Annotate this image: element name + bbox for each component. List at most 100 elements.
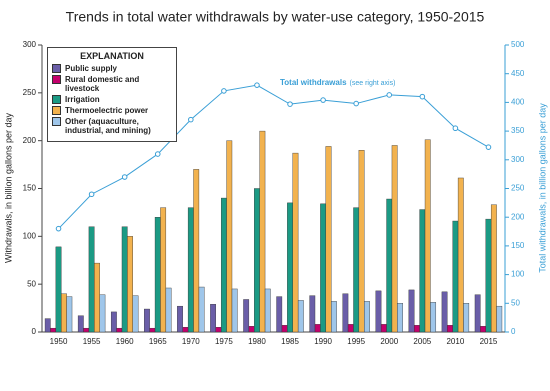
bar xyxy=(380,324,387,333)
bar xyxy=(127,236,133,333)
line-point xyxy=(419,93,426,100)
line-point xyxy=(221,88,227,94)
x-tick-label: 2005 xyxy=(413,337,431,346)
bar xyxy=(419,209,426,333)
x-tick-label: 1950 xyxy=(50,337,68,346)
bar xyxy=(391,145,398,333)
y2-tick-label: 350 xyxy=(511,126,525,135)
line-point xyxy=(188,116,194,123)
bar xyxy=(474,294,481,333)
legend-label: Thermoelectric power xyxy=(65,106,149,115)
bar xyxy=(210,304,216,333)
y2-tick-label: 0 xyxy=(511,327,516,336)
bar xyxy=(94,262,100,333)
legend-swatch xyxy=(52,75,61,84)
x-tick-label: 1985 xyxy=(281,337,299,346)
bar xyxy=(116,327,123,333)
bar xyxy=(424,139,431,333)
bar xyxy=(281,325,288,333)
bar xyxy=(276,296,283,333)
bar xyxy=(226,140,233,333)
line-point xyxy=(88,191,95,198)
y2-tick-label: 500 xyxy=(511,40,525,49)
annotation-text: Total withdrawals xyxy=(280,78,347,87)
bar xyxy=(430,302,437,333)
legend-swatch xyxy=(52,117,61,126)
y-tick-label: 50 xyxy=(27,279,36,288)
y-axis-label: Withdrawals, in billion gallons per day xyxy=(3,112,13,263)
bar xyxy=(55,246,62,333)
y-tick-label: 200 xyxy=(23,136,37,145)
bar xyxy=(287,202,293,333)
bar xyxy=(121,226,128,333)
bar xyxy=(496,305,503,333)
legend: EXPLANATION Public supply Rural domestic … xyxy=(47,47,177,142)
y-tick-label: 100 xyxy=(23,231,37,240)
bar xyxy=(177,305,183,333)
line-point xyxy=(55,225,62,232)
x-tick-label: 2015 xyxy=(480,337,498,346)
bar xyxy=(490,204,497,333)
bar xyxy=(264,288,271,333)
legend-label: Public supply xyxy=(65,64,118,73)
bar xyxy=(447,325,453,333)
bar xyxy=(154,216,161,333)
bar xyxy=(198,286,205,333)
bar xyxy=(386,198,393,333)
x-tick-label: 1965 xyxy=(149,337,167,346)
annotation-note: (see right axis) xyxy=(350,80,396,87)
bar xyxy=(259,130,266,333)
x-tick-label: 1990 xyxy=(314,337,332,346)
bar xyxy=(187,207,194,333)
bar xyxy=(160,207,167,333)
bar xyxy=(254,188,260,333)
bar xyxy=(231,288,238,333)
y2-tick-label: 200 xyxy=(511,212,525,221)
line-point xyxy=(320,97,326,103)
x-tick-label: 1975 xyxy=(215,337,233,346)
legend-swatch xyxy=(52,106,61,115)
bar xyxy=(353,207,360,333)
y2-tick-label: 50 xyxy=(511,298,520,307)
y2-tick-label: 150 xyxy=(511,241,525,250)
legend-entry: Other (aquaculture, industrial, and mini… xyxy=(52,117,172,135)
y-tick-label: 0 xyxy=(32,327,37,336)
x-tick-label: 2000 xyxy=(380,337,398,346)
bar xyxy=(248,326,255,333)
bar xyxy=(309,295,316,333)
legend-label: Irrigation xyxy=(65,95,100,104)
x-tick-label: 1995 xyxy=(347,337,365,346)
bar xyxy=(320,203,327,333)
y2-tick-label: 250 xyxy=(511,184,525,193)
bar xyxy=(99,294,106,333)
bar xyxy=(215,327,222,333)
bar xyxy=(44,318,51,333)
y-tick-label: 150 xyxy=(23,184,37,193)
bar xyxy=(485,218,492,333)
bar xyxy=(358,150,365,333)
bar xyxy=(165,287,172,333)
y-tick-label: 300 xyxy=(23,40,37,49)
legend-entry: Rural domestic and livestock xyxy=(52,75,172,93)
bar xyxy=(414,325,420,333)
bar xyxy=(220,197,227,333)
bar xyxy=(110,311,117,333)
bar xyxy=(77,315,84,333)
x-tick-label: 1970 xyxy=(182,337,200,346)
line-point xyxy=(287,101,293,107)
bar xyxy=(364,301,370,333)
bar xyxy=(457,177,464,333)
bar xyxy=(61,293,67,333)
legend-swatch xyxy=(52,95,61,104)
line-point xyxy=(452,125,459,132)
bar xyxy=(408,289,415,333)
chart-title: Trends in total water withdrawals by wat… xyxy=(66,9,485,25)
bar xyxy=(452,220,459,333)
bar xyxy=(132,295,139,333)
y2-tick-label: 300 xyxy=(511,155,525,164)
bar xyxy=(144,308,150,333)
bar xyxy=(88,226,95,333)
x-tick-label: 1960 xyxy=(116,337,134,346)
legend-label: Other (aquaculture, industrial, and mini… xyxy=(65,117,151,135)
